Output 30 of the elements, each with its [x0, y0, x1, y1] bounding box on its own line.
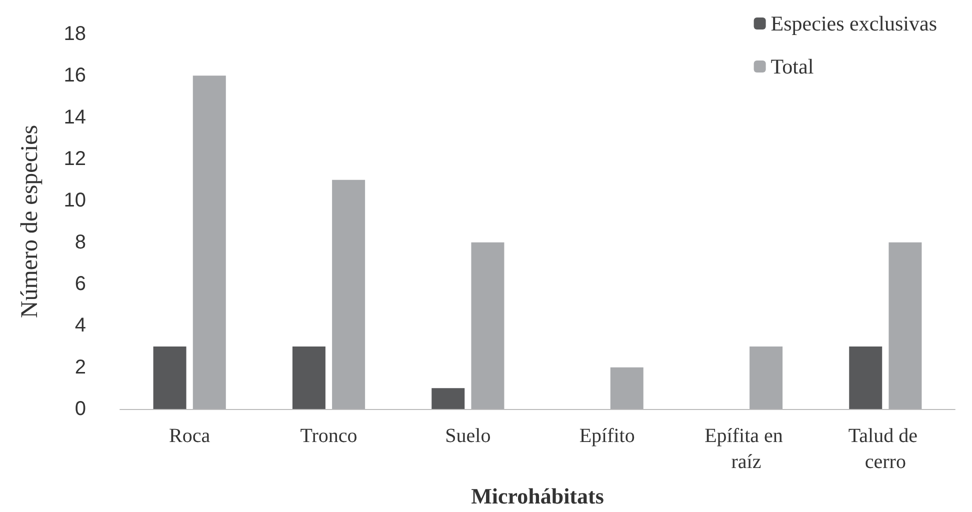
bar	[432, 388, 465, 409]
y-tick-label: 18	[64, 23, 86, 45]
y-tick-label: 12	[64, 148, 86, 170]
y-tick-label: 4	[74, 314, 86, 337]
legend-label: Especies exclusivas	[770, 12, 938, 36]
y-tick-label: 8	[74, 231, 86, 254]
y-tick-label: 10	[64, 190, 86, 212]
x-tick-label: Talud de cerro	[848, 425, 922, 473]
bar	[750, 346, 783, 409]
y-axis-title: Número de especies	[17, 124, 43, 318]
y-tick-label: 2	[74, 356, 86, 378]
bar	[471, 242, 504, 409]
y-tick-label: 6	[74, 273, 86, 295]
bar	[192, 76, 226, 409]
y-tick-label: 0	[74, 398, 86, 420]
bar	[610, 367, 644, 409]
x-tick-label: Suelo	[445, 425, 491, 447]
bar	[292, 346, 326, 409]
x-tick-label: Epífito	[579, 425, 635, 447]
x-tick-label: Tronco	[300, 425, 358, 447]
bar	[888, 242, 922, 409]
x-tick-label: Roca	[169, 425, 210, 447]
bar	[849, 346, 882, 409]
bar	[153, 346, 186, 409]
y-tick-label: 16	[64, 64, 86, 87]
bar	[332, 180, 366, 409]
legend-label: Total	[770, 54, 814, 78]
x-tick-label: Epífita en raíz	[704, 425, 788, 473]
y-tick-label: 14	[64, 106, 86, 128]
x-axis-title: Microhábitats	[471, 484, 604, 508]
